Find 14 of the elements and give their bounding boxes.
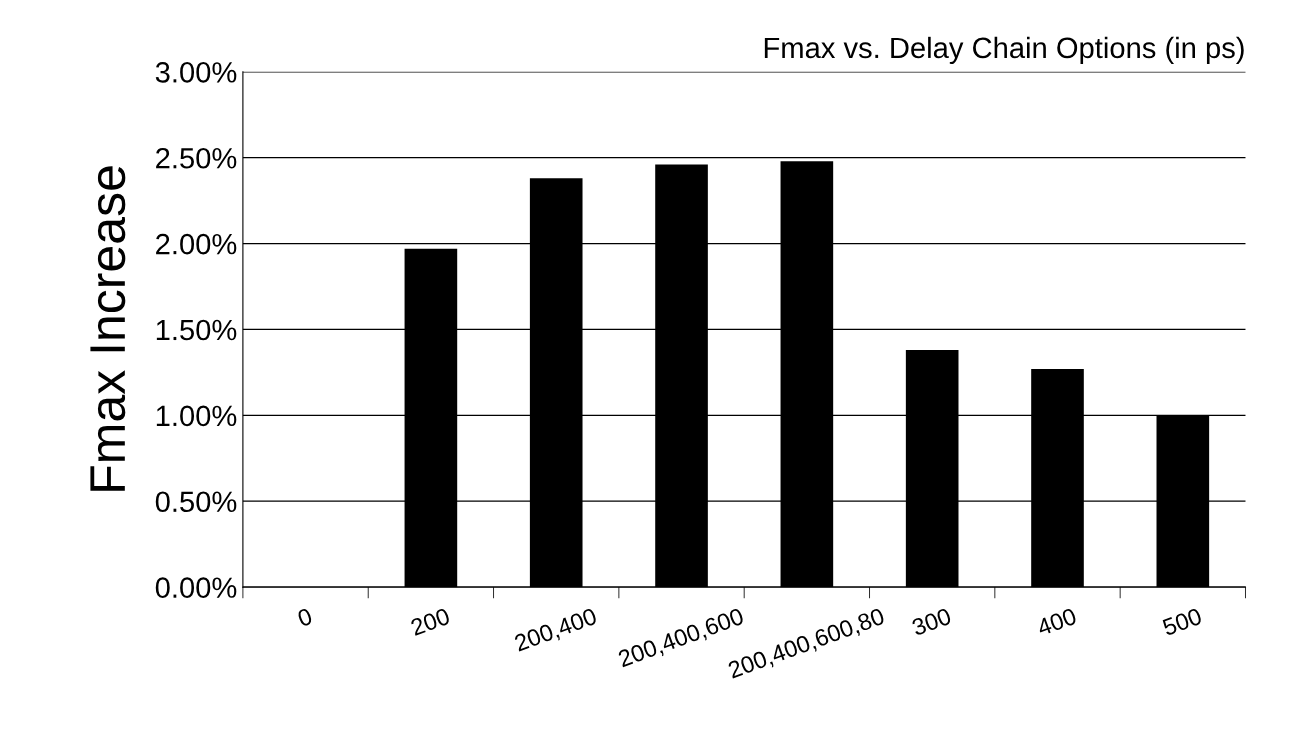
- y-tick-label: 2.50%: [156, 147, 237, 169]
- y-tick-label: 3.00%: [155, 62, 237, 83]
- y-tick-label: 1.00%: [156, 405, 237, 427]
- y-tick-label: 1.50%: [156, 319, 237, 341]
- y-axis-title: Fmax Increase: [90, 166, 126, 491]
- y-tick-label: 0.00%: [155, 577, 237, 598]
- x-tick-label: 500: [1161, 607, 1203, 637]
- y-tick-label: 2.00%: [156, 233, 237, 255]
- y-tick-label: 0.50%: [155, 491, 237, 513]
- x-tick-label: 300: [910, 607, 952, 637]
- chart-title: Fmax vs. Delay Chain Options (in ps): [764, 36, 1244, 64]
- x-tick-label: 0: [296, 607, 314, 628]
- x-tick-label: 400: [1035, 607, 1078, 637]
- x-tick-label: 200: [409, 607, 451, 636]
